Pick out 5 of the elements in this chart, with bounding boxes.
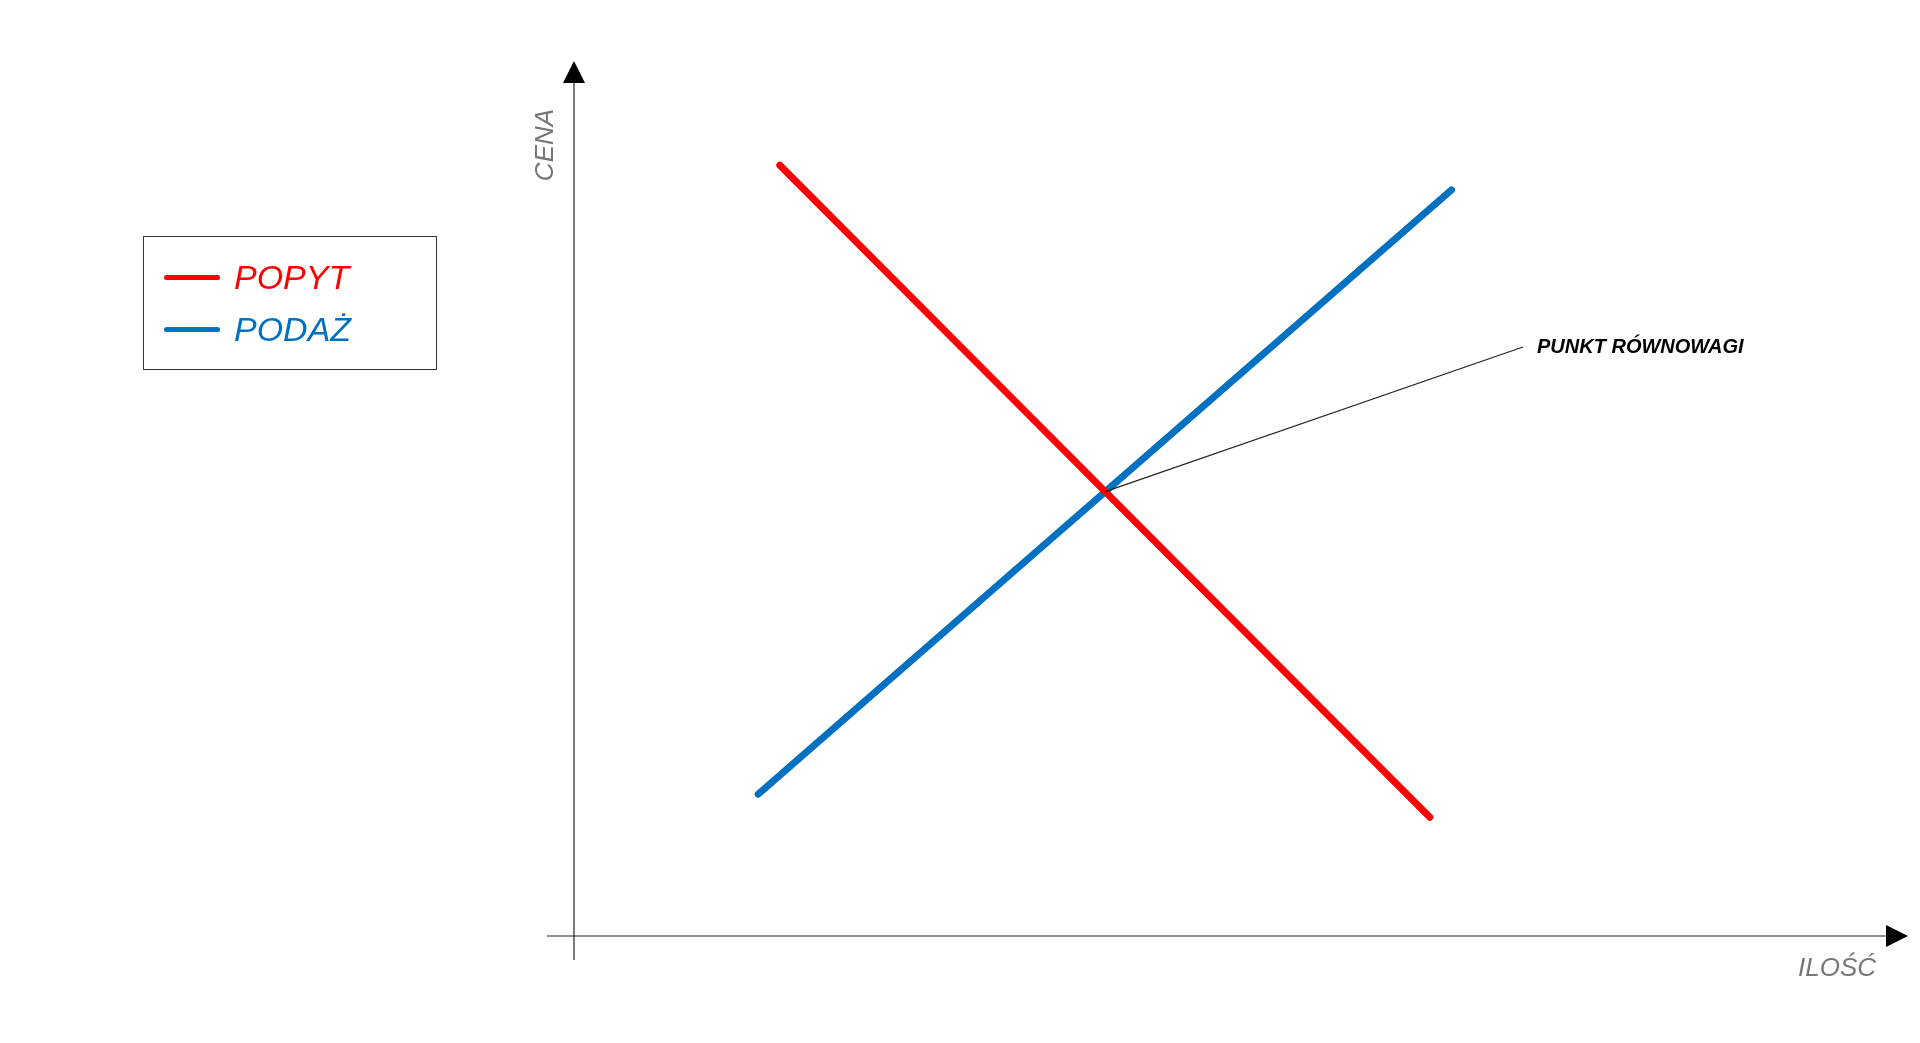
legend-label: POPYT	[234, 257, 350, 297]
x-axis-title: ILOŚĆ	[1797, 952, 1877, 983]
annotation: PUNKT RÓWNOWAGI	[1537, 333, 1745, 357]
legend-label: PODAŻ	[234, 309, 352, 349]
y-axis-title: CENA	[529, 108, 560, 182]
